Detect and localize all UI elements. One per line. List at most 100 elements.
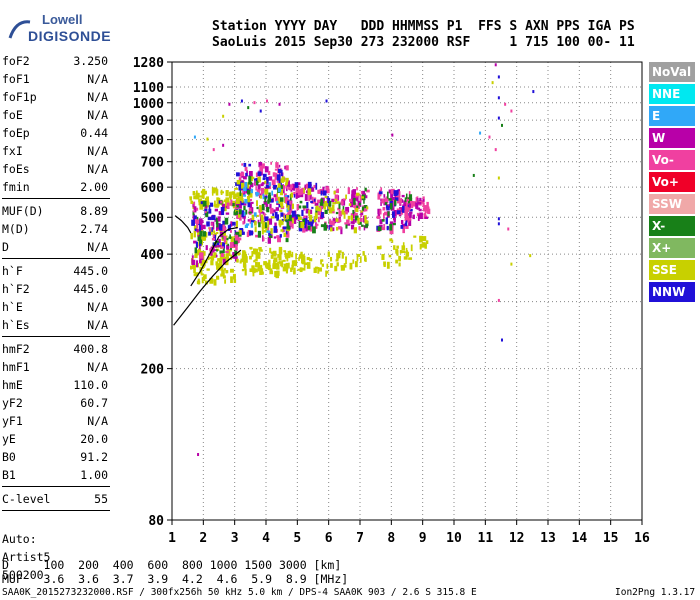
echo-point <box>267 199 270 204</box>
echo-point <box>248 211 252 214</box>
echo-point <box>196 223 199 229</box>
echo-point <box>257 268 260 272</box>
echo-point <box>354 195 358 201</box>
param-row-h-f2: h`F2 445.0 <box>2 282 108 300</box>
echo-point <box>299 192 304 198</box>
x-tick-label: 16 <box>634 531 650 546</box>
echo-point <box>267 224 270 232</box>
echo-point <box>276 192 279 198</box>
echo-point <box>201 260 206 267</box>
echo-point <box>239 190 242 196</box>
echo-point <box>211 222 213 226</box>
param-value: 1.00 <box>80 468 108 482</box>
echo-point <box>291 183 295 191</box>
echo-point <box>278 179 282 186</box>
echo-point <box>343 264 347 268</box>
echo-point <box>266 230 270 233</box>
echo-point <box>236 197 240 204</box>
echo-point <box>497 217 500 221</box>
echo-point <box>258 161 263 168</box>
param-row-foes: foEs N/A <box>2 162 108 180</box>
param-name: M(D) <box>2 222 30 236</box>
echo-point <box>233 193 237 198</box>
echo-point <box>212 148 215 152</box>
param-row-fmin: fmin 2.00 <box>2 180 108 198</box>
echo-point <box>405 225 409 229</box>
echo-point <box>231 203 235 207</box>
echo-point <box>211 187 216 194</box>
echo-point <box>383 261 386 266</box>
echo-point <box>287 200 290 208</box>
param-name: hmE <box>2 378 23 392</box>
echo-point <box>491 81 494 85</box>
echo-point <box>193 135 196 139</box>
echo-point <box>408 203 412 208</box>
echo-point <box>242 221 245 225</box>
echo-point <box>212 224 215 230</box>
echo-point <box>255 234 259 238</box>
echo-point <box>229 230 232 233</box>
echo-point <box>322 190 327 196</box>
echo-point <box>242 251 247 255</box>
echo-point <box>241 163 244 166</box>
echo-point <box>248 163 252 167</box>
echo-point <box>337 250 342 253</box>
echo-point <box>273 184 278 190</box>
echo-point <box>301 187 305 195</box>
echo-point <box>282 259 286 262</box>
echo-point <box>497 116 500 120</box>
param-name: foEp <box>2 126 30 140</box>
echo-point <box>243 194 246 197</box>
echo-point <box>236 192 241 198</box>
echo-point <box>241 197 244 203</box>
echo-point <box>325 270 327 277</box>
echo-point <box>303 187 305 194</box>
echo-point <box>320 190 323 196</box>
x-tick-label: 12 <box>509 531 525 546</box>
echo-point <box>298 221 301 228</box>
echo-point <box>337 226 342 230</box>
echo-point <box>199 257 202 263</box>
echo-point <box>209 248 212 252</box>
echo-point <box>191 259 196 266</box>
echo-point <box>260 268 264 272</box>
echo-point <box>205 259 208 264</box>
echo-point <box>311 196 314 202</box>
echo-point <box>193 206 196 210</box>
echo-point <box>261 163 265 169</box>
echo-point <box>294 262 297 267</box>
echo-point <box>386 206 390 211</box>
echo-point <box>204 205 208 209</box>
param-row-h-e: h`E N/A <box>2 300 108 318</box>
echo-point <box>361 224 364 227</box>
echo-point <box>357 217 360 224</box>
echo-point <box>321 263 324 267</box>
echo-point <box>285 238 289 243</box>
echo-point <box>262 237 265 242</box>
echo-point <box>419 243 422 250</box>
echo-point <box>258 246 262 250</box>
echo-point <box>352 218 355 225</box>
echo-point <box>201 277 204 284</box>
echo-point <box>284 264 289 271</box>
echo-point <box>342 198 347 201</box>
echo-point <box>280 204 284 208</box>
echo-point <box>216 197 219 202</box>
echo-point <box>245 209 248 215</box>
echo-point <box>303 215 306 220</box>
y-tick-label: 200 <box>141 363 165 378</box>
echo-point <box>334 190 339 193</box>
echo-point <box>201 189 204 195</box>
echo-point <box>364 215 367 221</box>
echo-point <box>290 184 293 189</box>
param-name: B1 <box>2 468 16 482</box>
echo-point <box>301 260 304 265</box>
echo-point <box>269 203 272 209</box>
param-value: 110.0 <box>73 378 108 392</box>
echo-point <box>264 216 269 222</box>
echo-point <box>284 219 289 222</box>
echo-point <box>423 215 427 218</box>
echo-point <box>291 260 295 267</box>
param-divider <box>2 510 110 511</box>
echo-point <box>306 257 310 261</box>
